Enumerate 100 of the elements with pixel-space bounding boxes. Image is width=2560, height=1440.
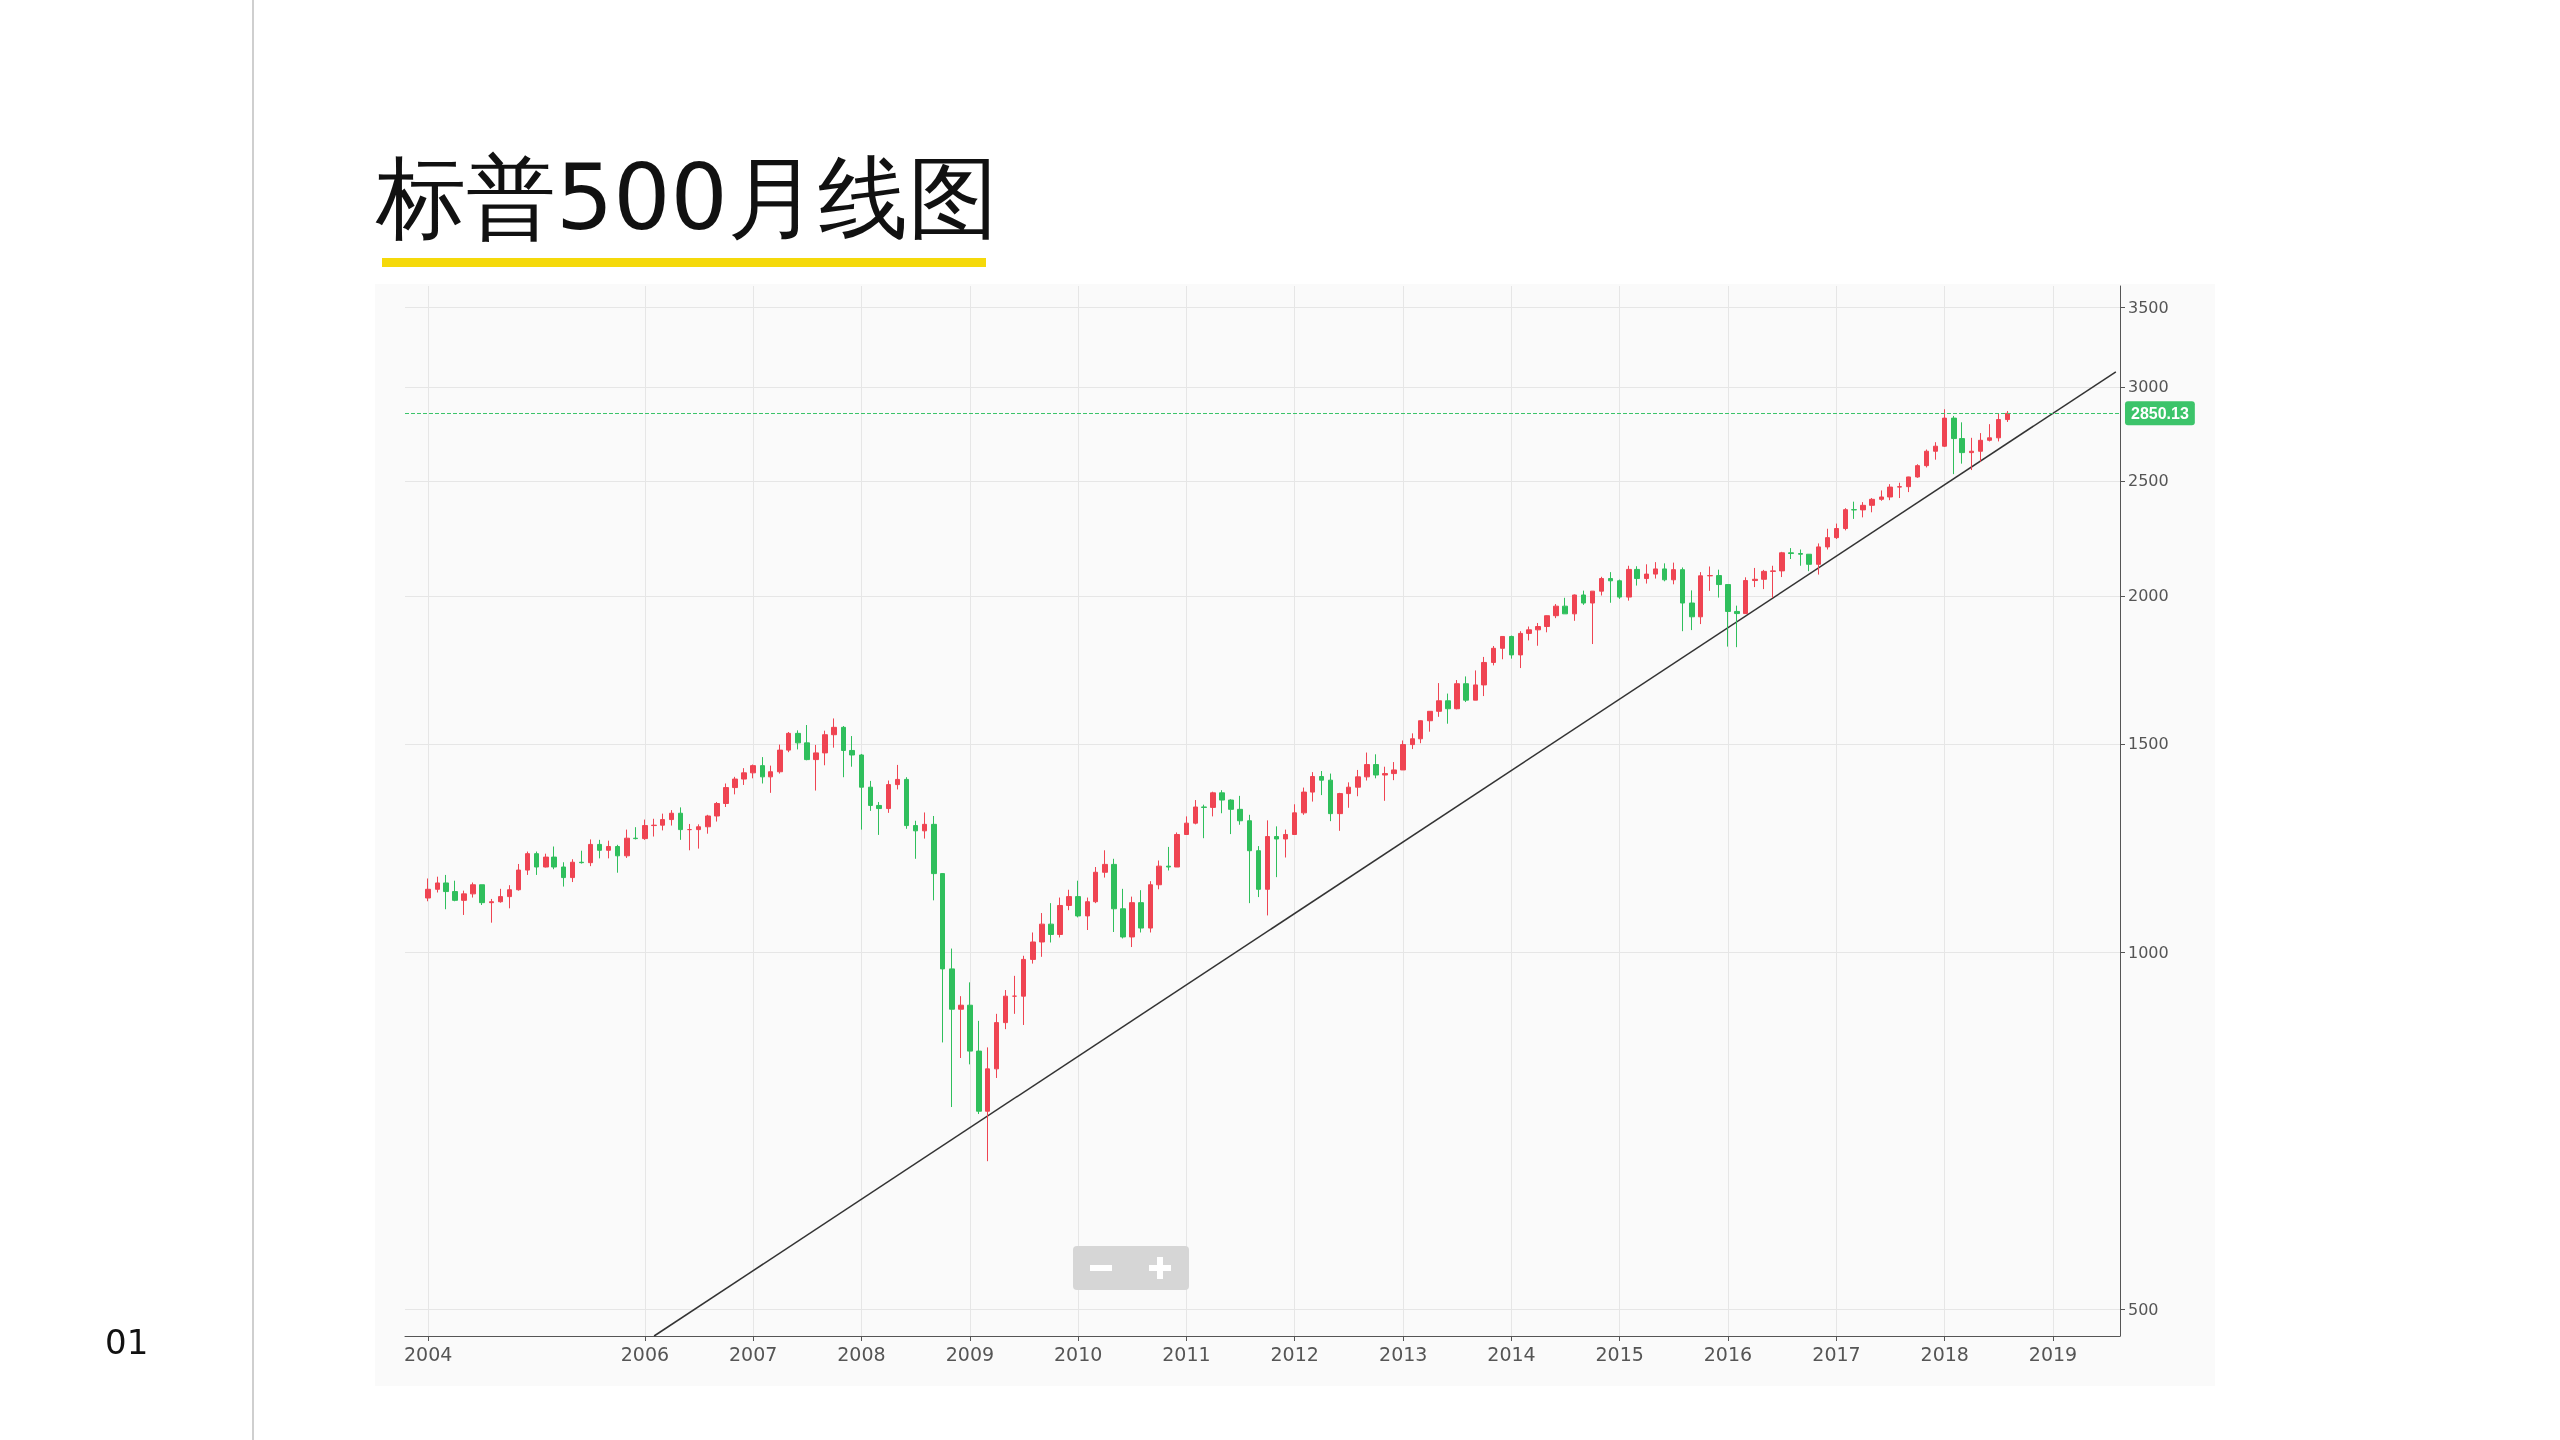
x-tick-label: 2014 (1487, 1342, 1536, 1365)
candlestick (1987, 423, 1992, 442)
candlestick (1806, 553, 1812, 572)
candlestick (1779, 551, 1785, 578)
x-tick-label: 2015 (1595, 1342, 1644, 1365)
candlestick (1373, 753, 1379, 779)
candlestick (479, 884, 485, 906)
candlestick (1184, 815, 1189, 836)
candlestick (588, 838, 593, 867)
candlestick (1581, 590, 1586, 606)
candlestick (994, 1013, 999, 1079)
candlestick (1860, 501, 1866, 518)
candlestick (976, 1020, 982, 1115)
candlestick (1048, 902, 1054, 943)
candlestick (570, 858, 575, 883)
candlestick (831, 717, 837, 749)
candlestick (1355, 769, 1361, 797)
candlestick (849, 735, 855, 768)
candlestick (1039, 912, 1045, 958)
candlestick (741, 767, 747, 786)
candlestick (1996, 413, 2001, 442)
candlestick (1148, 880, 1153, 933)
candlestick (1201, 804, 1207, 839)
candlestick (516, 863, 521, 892)
candlestick (1869, 497, 1875, 513)
candlestick (696, 823, 701, 850)
candlestick (913, 820, 918, 860)
candlestick (1626, 565, 1632, 602)
candlestick (1445, 693, 1451, 725)
candlestick (1662, 562, 1667, 582)
x-tick-label: 2018 (1920, 1342, 1969, 1365)
candlestick (1427, 710, 1433, 733)
candlestick (606, 840, 611, 859)
candlestick (1364, 752, 1370, 782)
candlestick (1111, 858, 1117, 933)
candlestick (1418, 719, 1423, 744)
candlestick (525, 851, 530, 876)
candlestick (551, 846, 557, 870)
candlestick (868, 780, 873, 812)
candlestick (904, 776, 909, 830)
candlestick (1265, 819, 1270, 916)
candlestick (1599, 576, 1604, 597)
candlestick (985, 1046, 990, 1162)
candlestick (1156, 860, 1162, 890)
candlestick (1590, 590, 1595, 645)
x-tick-label: 2019 (2028, 1342, 2078, 1365)
candlestick (1228, 798, 1234, 835)
candlestick (1653, 561, 1658, 580)
candlestick (1725, 584, 1731, 648)
candlestick (534, 851, 539, 876)
candlestick (705, 814, 711, 835)
candlestick (1120, 888, 1126, 939)
candlestick (1085, 897, 1090, 931)
y-tick-label: 1500 (2128, 734, 2169, 754)
candlestick (561, 861, 566, 888)
candlestick (452, 880, 458, 902)
y-tick-label: 1000 (2128, 943, 2169, 963)
candlestick (786, 731, 791, 753)
x-tick-label: 2008 (837, 1342, 886, 1365)
candlestick (859, 753, 864, 831)
candlestick (841, 725, 846, 778)
candlestick (1454, 679, 1460, 710)
y-tick-label: 2500 (2128, 471, 2169, 491)
candlestick (1608, 571, 1613, 604)
candlestick (1012, 975, 1017, 1015)
candlestick (1066, 889, 1072, 911)
candlestick (1843, 507, 1848, 531)
candlestick (1436, 682, 1442, 718)
candlestick (1562, 597, 1568, 615)
candlestick (1193, 799, 1198, 825)
x-tick-label: 2007 (728, 1342, 778, 1365)
candlestick (1707, 565, 1713, 592)
candlestick (1129, 896, 1135, 948)
y-tick-label: 3000 (2128, 377, 2169, 397)
candlestick (886, 780, 891, 814)
candlestick (1716, 569, 1722, 599)
y-tick-label: 500 (2128, 1300, 2159, 1320)
candlestick (1698, 571, 1703, 625)
candlestick (1743, 576, 1748, 615)
candlestick (1553, 603, 1559, 619)
candlestick (1680, 566, 1685, 632)
candlestick (804, 724, 810, 761)
candlestick (768, 765, 773, 794)
candlestick (651, 818, 657, 838)
candlestick (660, 813, 665, 831)
candlestick (1834, 523, 1839, 540)
candlestick (597, 839, 602, 859)
ref-line-label: 2850.13 (2131, 404, 2189, 422)
candlestick (1544, 614, 1550, 633)
candlestick (425, 877, 431, 902)
candlestick (1292, 803, 1297, 835)
candlestick (1247, 814, 1252, 904)
candlestick (1491, 645, 1496, 666)
candlestick (822, 730, 828, 766)
candlestick (1174, 831, 1180, 868)
x-tick-label: 2016 (1703, 1342, 1753, 1365)
candlestick (1256, 845, 1261, 898)
candlestick (1572, 593, 1577, 622)
candlestick (1978, 432, 1983, 463)
candlestick (795, 729, 801, 750)
